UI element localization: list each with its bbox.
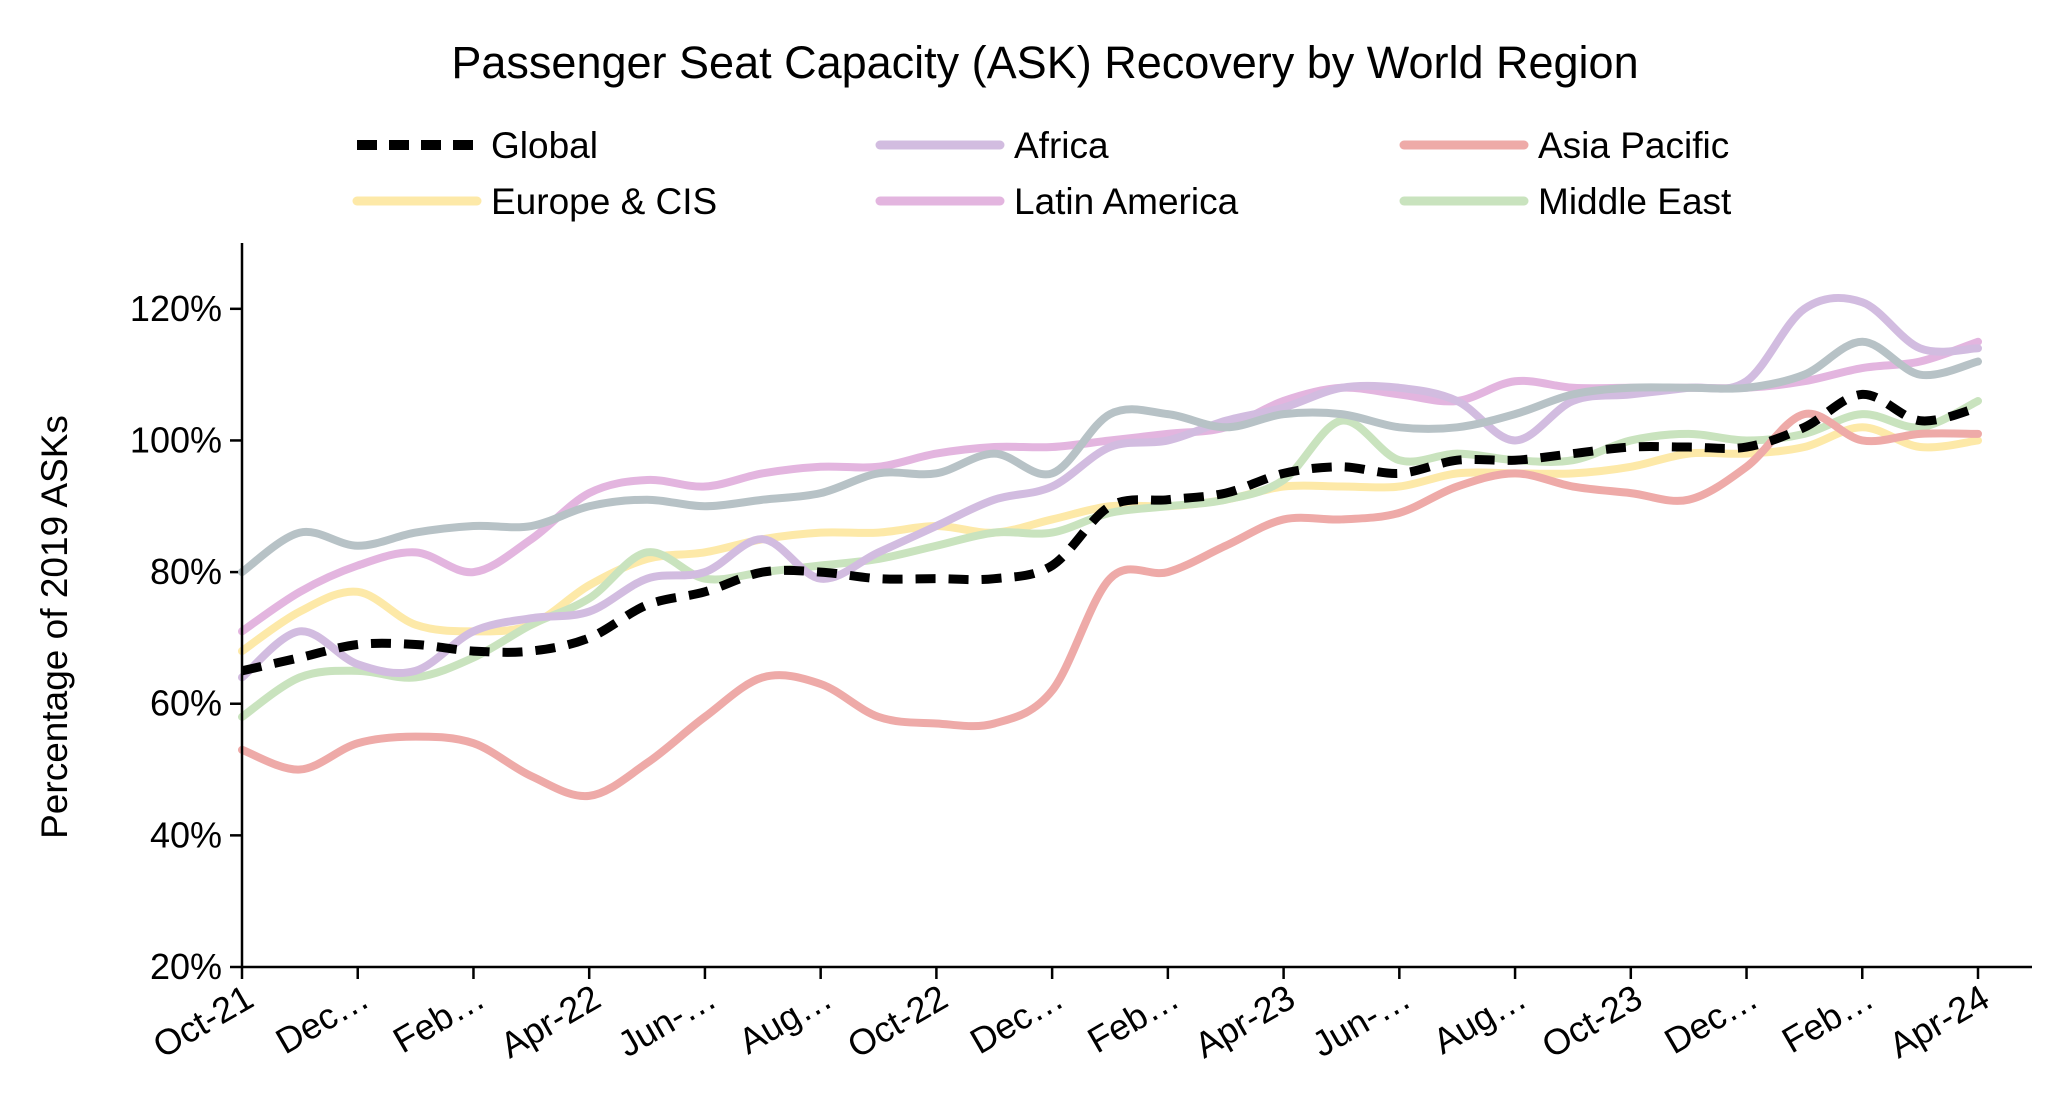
y-tick-label: 120% — [130, 288, 222, 329]
legend: Global Africa Asia Pacific Europe & CIS Lati… — [352, 125, 1732, 222]
y-tick-label: 20% — [150, 946, 222, 987]
x-tick-label: Dec… — [269, 976, 376, 1062]
x-tick-label: Apr-22 — [493, 976, 607, 1066]
x-tick-label: Dec… — [963, 976, 1070, 1062]
legend-label-global: Global — [491, 125, 598, 166]
y-axis-label: Percentage of 2019 ASKs — [34, 415, 75, 839]
x-tick-label: Oct-23 — [1535, 976, 1649, 1066]
legend-label-europe-cis: Europe & CIS — [491, 181, 717, 222]
series-line-global-grey — [238, 337, 1982, 577]
y-tick-label: 80% — [150, 551, 222, 592]
x-tick-label: Feb… — [1080, 976, 1185, 1061]
series-line-global — [241, 389, 1980, 676]
y-tick-label: 40% — [150, 814, 222, 855]
chart-title: Passenger Seat Capacity (ASK) Recovery b… — [451, 37, 1638, 88]
x-tick-label: Jun-… — [611, 976, 723, 1065]
legend-label-asia-pacific: Asia Pacific — [1538, 125, 1729, 166]
legend-label-africa: Africa — [1014, 125, 1109, 166]
series-line-asia-pacific — [238, 409, 1982, 801]
y-axis: 20% 40% 60% 80% 100% 120% — [130, 288, 242, 987]
x-tick-label: Apr-24 — [1882, 976, 1996, 1066]
x-tick-label: Jun-… — [1305, 976, 1417, 1065]
legend-label-latin-america: Latin America — [1014, 181, 1239, 222]
x-tick-label: Dec… — [1657, 976, 1764, 1062]
plot-area — [238, 293, 1982, 801]
y-tick-label: 60% — [150, 683, 222, 724]
x-tick-label: Feb… — [1775, 976, 1880, 1061]
x-tick-label: Oct-22 — [840, 976, 954, 1066]
x-tick-label: Aug… — [1426, 976, 1533, 1062]
series-line-europe-cis — [238, 423, 1982, 656]
series-line-middle-east — [238, 396, 1982, 721]
y-tick-label: 100% — [130, 419, 222, 460]
x-axis: Oct-21 Dec… Feb… Apr-22 Jun-… Aug… Oct-22 Dec… F… — [146, 967, 1996, 1066]
legend-label-middle-east: Middle East — [1538, 181, 1732, 222]
x-tick-label: Feb… — [386, 976, 491, 1061]
x-tick-label: Oct-21 — [146, 976, 260, 1066]
x-tick-label: Aug… — [732, 976, 839, 1062]
x-tick-label: Apr-23 — [1188, 976, 1302, 1066]
